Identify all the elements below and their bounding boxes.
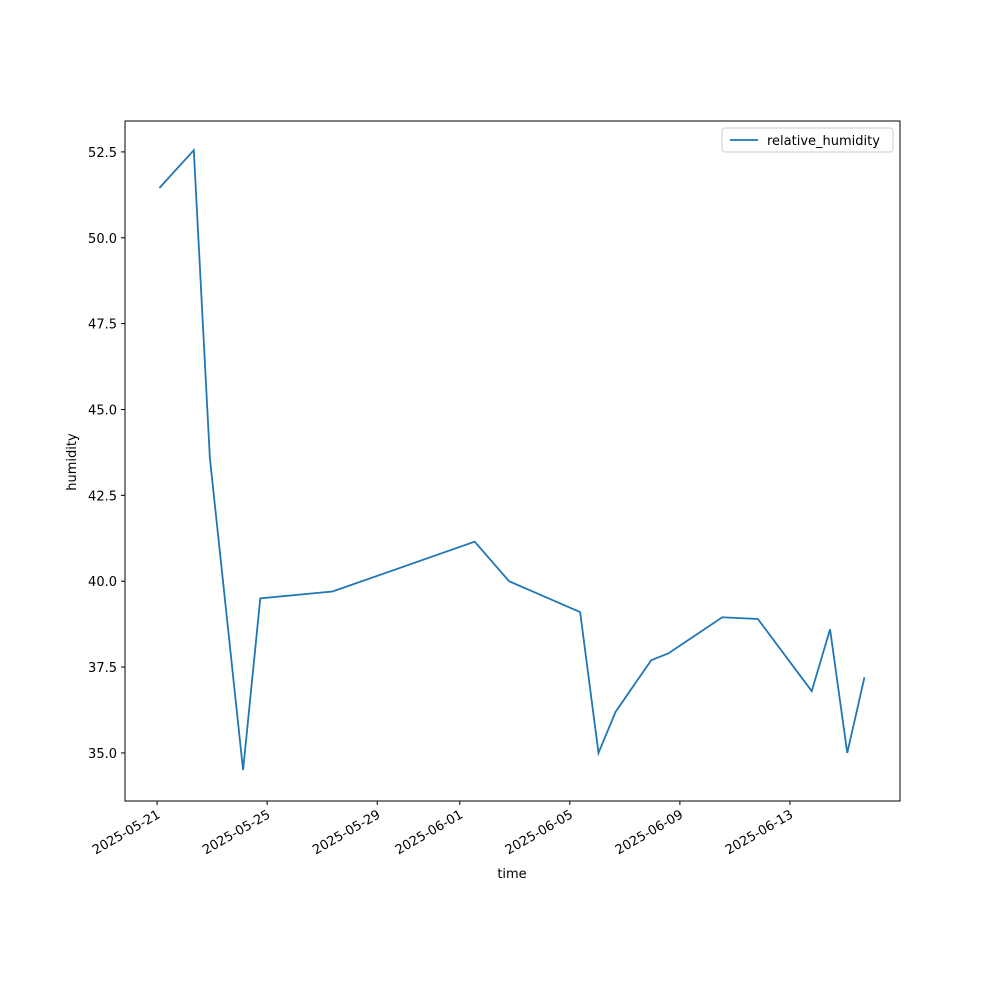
x-tick-label: 2025-06-05 <box>503 807 576 858</box>
x-tick-label: 2025-05-25 <box>200 807 273 858</box>
x-tick-label: 2025-06-13 <box>723 807 796 858</box>
data-line <box>158 147 866 771</box>
legend-box <box>721 127 894 153</box>
legend-label: relative_humidity <box>767 134 880 149</box>
y-tick-label: 37.5 <box>88 661 117 676</box>
x-tick-label: 2025-05-29 <box>310 807 383 858</box>
x-axis-label: time <box>497 867 526 882</box>
x-tick-label: 2025-06-01 <box>393 807 466 858</box>
plot-frame <box>124 120 901 802</box>
y-tick-label: 42.5 <box>88 489 117 504</box>
y-tick-label: 50.0 <box>88 232 117 247</box>
y-tick-label: 47.5 <box>88 318 117 333</box>
x-tick-label: 2025-05-21 <box>90 807 163 858</box>
x-tick-label: 2025-06-09 <box>613 807 686 858</box>
y-tick-label: 52.5 <box>88 146 117 161</box>
y-tick-label: 45.0 <box>88 403 117 418</box>
y-tick-label: 40.0 <box>88 575 117 590</box>
y-axis-label: humidity <box>65 433 80 491</box>
y-tick-label: 35.0 <box>88 747 117 762</box>
